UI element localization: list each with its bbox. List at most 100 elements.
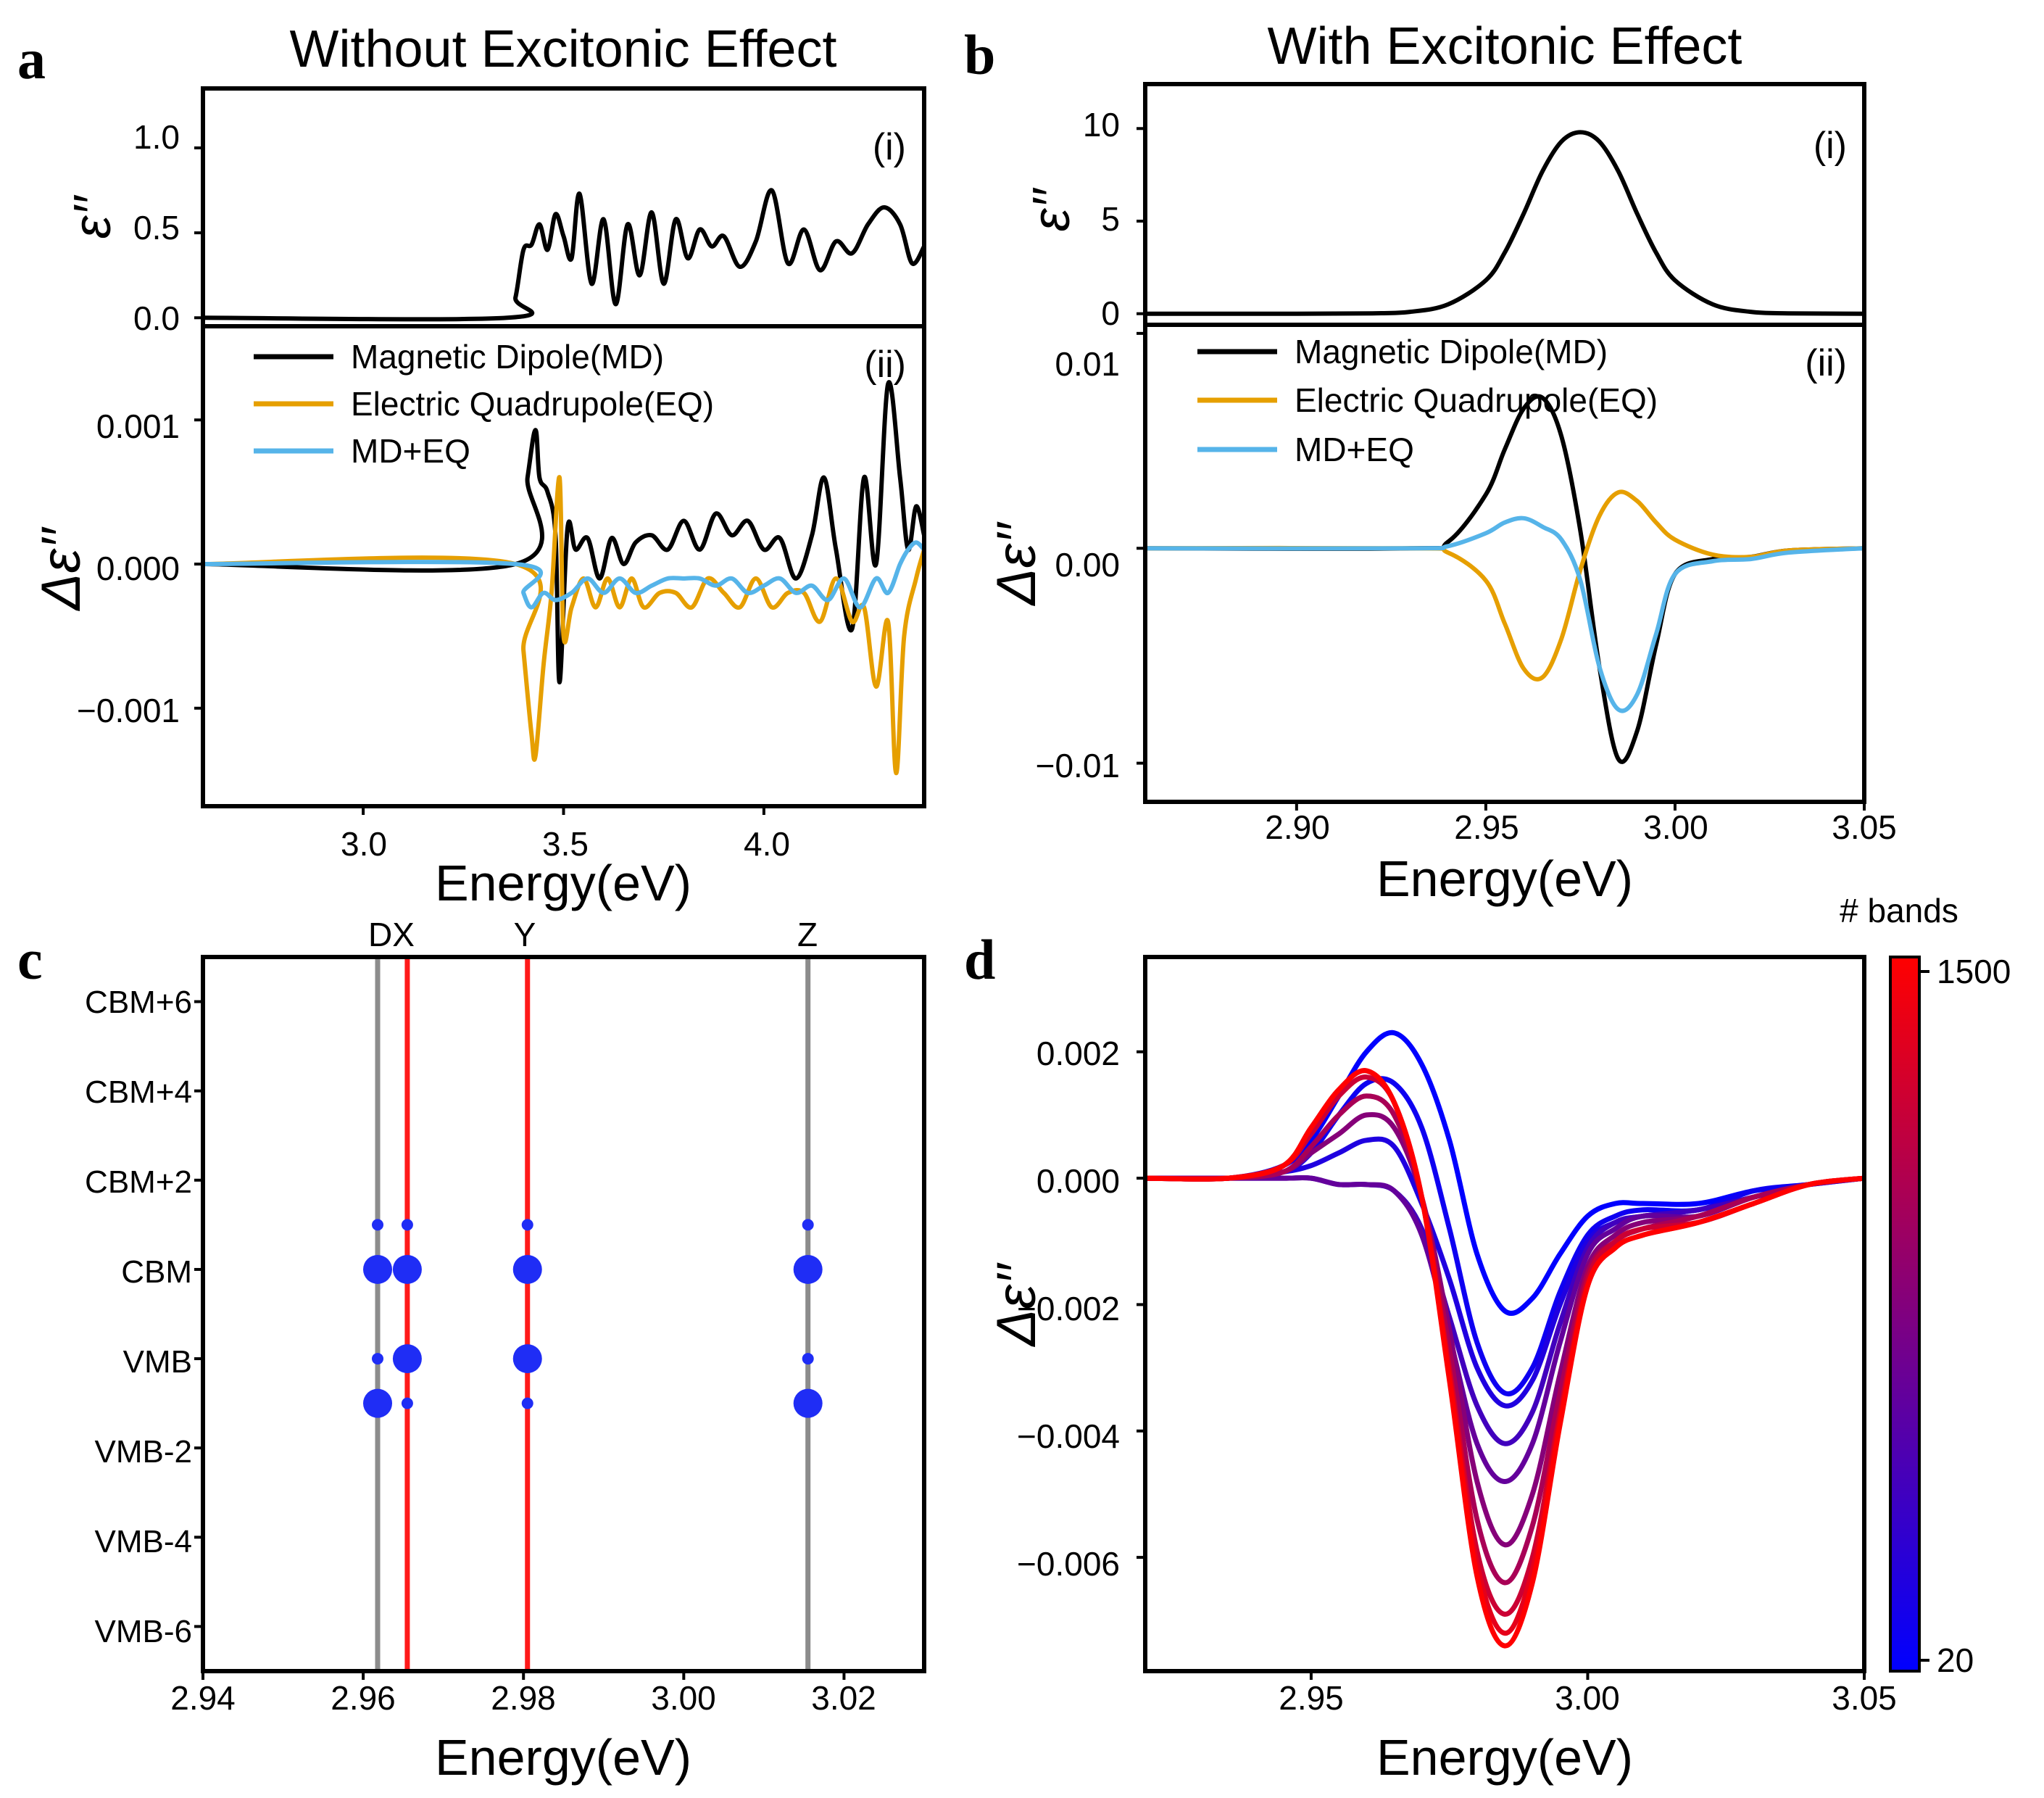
panel-d-frame	[1143, 955, 1866, 1673]
panel-a-xlabel: Energy(eV)	[435, 855, 691, 911]
d-band-curve	[1145, 1030, 1864, 1316]
d-ytick-neg0.006: −0.006	[1017, 1545, 1120, 1583]
panel-b-xlabel: Energy(eV)	[1376, 850, 1633, 907]
panel-letter-d: d	[964, 928, 995, 991]
panel-letter-c: c	[17, 928, 43, 991]
d-ytick-neg0.002: −0.002	[1017, 1290, 1120, 1327]
legend-b-md-label: Magnetic Dipole(MD)	[1295, 333, 1608, 370]
d-band-curve	[1145, 1093, 1864, 1586]
c-ytick-vmb: VMB	[123, 1344, 192, 1380]
panel-a-bottom-plot: 0.001 0.000 −0.001 (ii) Δε′′ Magnetic Di…	[30, 324, 926, 815]
colorbar-max-label: 1500	[1937, 953, 2011, 990]
a-eq-curve	[203, 475, 924, 776]
panel-b-top-plot: 10 5 0 (i) ε′′	[1023, 82, 1866, 332]
panel-b-top-frame	[1143, 82, 1866, 327]
b-top-ytick-10: 10	[1083, 106, 1120, 144]
d-xtick-3.05: 3.05	[1832, 1679, 1897, 1717]
a-bottom-ytick-neg0.001: −0.001	[77, 692, 180, 729]
panel-d: d 0.002 0.000 −0.002 −0.004 −0.006 Δε′′ …	[964, 892, 2011, 1786]
c-weight-dot	[401, 1397, 413, 1409]
c-top-label-y: Y	[514, 916, 536, 953]
c-weight-dot	[793, 1254, 823, 1284]
a-bottom-ytick-0.000: 0.000	[96, 550, 180, 587]
c-ytick-cbm+6: CBM+6	[85, 985, 192, 1020]
d-ytick-0.002: 0.002	[1036, 1035, 1120, 1072]
panel-b-bottom-frame	[1143, 323, 1866, 804]
c-xtick-2.98: 2.98	[491, 1679, 556, 1717]
d-band-curve	[1145, 1068, 1864, 1649]
panel-b: b With Excitonic Effect 10 5 0 (i) ε′′ 0…	[964, 17, 1897, 907]
c-weight-dot	[372, 1353, 384, 1365]
b-eq-curve	[1145, 489, 1864, 682]
legend-a-sum-label: MD+EQ	[351, 432, 470, 470]
a-xtick-3.5: 3.5	[542, 825, 589, 863]
c-weight-dot	[363, 1388, 393, 1418]
d-xtick-3.00: 3.00	[1555, 1679, 1620, 1717]
a-top-ytick-1.0: 1.0	[133, 118, 180, 156]
legend-b-eq-label: Electric Quadrupole(EQ)	[1295, 381, 1658, 419]
c-top-label-dx: DX	[368, 916, 415, 953]
c-ytick-vmb-6: VMB-6	[95, 1614, 192, 1649]
panel-c-xlabel: Energy(eV)	[435, 1729, 691, 1786]
colorbar-min-label: 20	[1937, 1641, 1974, 1679]
panel-d-ylabel: Δε′′	[986, 1262, 1047, 1348]
d-band-curve	[1145, 1174, 1864, 1484]
b-xtick-2.95: 2.95	[1454, 808, 1519, 846]
d-band-curve	[1145, 1076, 1864, 1397]
panel-a-title: Without Excitonic Effect	[290, 20, 837, 78]
a-top-ytick-0.0: 0.0	[133, 299, 180, 337]
d-band-curve	[1145, 1074, 1864, 1617]
c-weight-dot	[392, 1344, 422, 1374]
a-top-ytick-0.5: 0.5	[133, 209, 180, 246]
b-bottom-ytick-0.01: 0.01	[1055, 345, 1120, 383]
c-ytick-cbm: CBM	[121, 1254, 192, 1290]
panel-a-legend: Magnetic Dipole(MD) Electric Quadrupole(…	[254, 338, 714, 470]
c-xtick-2.96: 2.96	[331, 1679, 396, 1717]
b-top-ytick-5: 5	[1101, 200, 1120, 238]
a-top-epsilon-curve	[203, 188, 924, 322]
d-ytick-neg0.004: −0.004	[1017, 1417, 1120, 1455]
b-bottom-ytick-0.00: 0.00	[1055, 546, 1120, 584]
panel-c-frame	[201, 955, 926, 1673]
panel-b-title: With Excitonic Effect	[1268, 17, 1742, 75]
c-weight-dot	[512, 1344, 542, 1374]
panel-letter-a: a	[17, 28, 46, 91]
a-sum-curve	[203, 540, 924, 610]
c-ytick-vmb-2: VMB-2	[95, 1434, 192, 1470]
b-top-epsilon-curve	[1145, 130, 1864, 316]
c-weight-dot	[392, 1254, 422, 1284]
b-xtick-2.90: 2.90	[1265, 808, 1330, 846]
a-md-curve	[203, 380, 924, 685]
panel-b-top-tag: (i)	[1814, 125, 1847, 167]
c-ytick-cbm+2: CBM+2	[85, 1164, 192, 1200]
d-xtick-2.95: 2.95	[1279, 1679, 1344, 1717]
panel-b-bottom-tag: (ii)	[1805, 342, 1847, 384]
c-xtick-3.02: 3.02	[811, 1679, 876, 1717]
c-xtick-3.00: 3.00	[651, 1679, 716, 1717]
c-weight-dot	[802, 1353, 814, 1365]
c-xtick-2.94: 2.94	[170, 1679, 236, 1717]
legend-a-eq-label: Electric Quadrupole(EQ)	[351, 385, 714, 423]
c-weight-dot	[401, 1219, 413, 1231]
panel-b-legend: Magnetic Dipole(MD) Electric Quadrupole(…	[1197, 333, 1658, 468]
c-weight-dot	[521, 1219, 533, 1231]
c-weight-dot	[793, 1388, 823, 1418]
panel-a: a Without Excitonic Effect 1.0 0.5 0.0 (…	[17, 20, 926, 911]
c-weight-dot	[372, 1219, 384, 1231]
panel-b-bottom-ylabel: Δε′′	[986, 521, 1047, 607]
legend-b-sum-label: MD+EQ	[1295, 431, 1414, 468]
b-bottom-ytick-neg0.01: −0.01	[1036, 747, 1120, 784]
a-xtick-3.0: 3.0	[341, 825, 387, 863]
c-weight-dot	[521, 1397, 533, 1409]
panel-a-bottom-ylabel: Δε′′	[30, 526, 92, 612]
a-xtick-4.0: 4.0	[744, 825, 790, 863]
b-sum-curve	[1145, 515, 1864, 713]
b-xtick-3.00: 3.00	[1643, 808, 1708, 846]
c-weight-dot	[363, 1254, 393, 1284]
b-xtick-3.05: 3.05	[1832, 808, 1897, 846]
legend-a-md-label: Magnetic Dipole(MD)	[351, 338, 664, 376]
c-ytick-vmb-4: VMB-4	[95, 1524, 192, 1559]
d-band-curve	[1145, 1068, 1864, 1636]
a-bottom-ytick-0.001: 0.001	[96, 407, 180, 445]
